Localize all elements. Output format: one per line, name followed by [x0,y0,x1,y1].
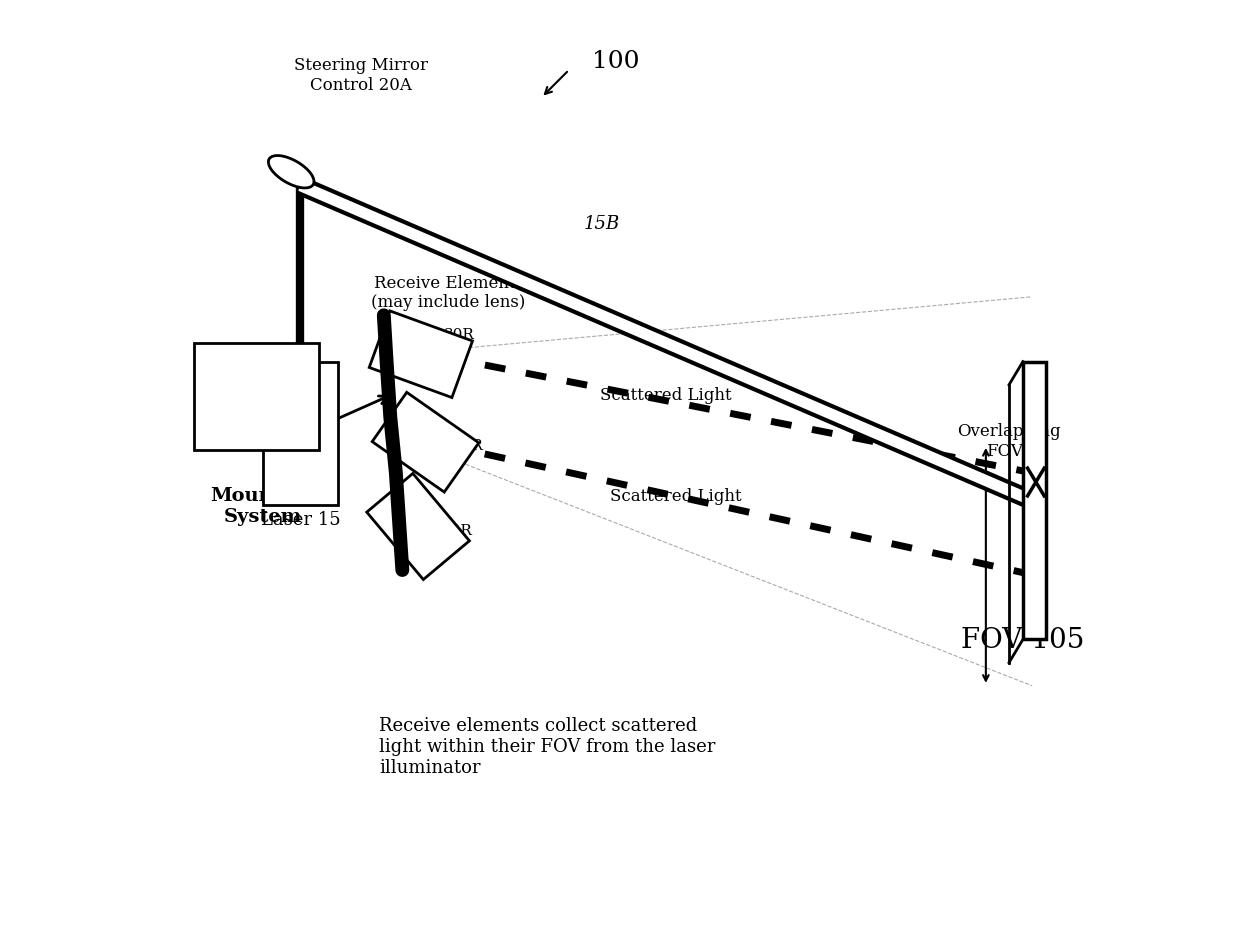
Ellipse shape [268,156,314,188]
Text: Steering Mirror
Control 20A: Steering Mirror Control 20A [294,58,428,94]
Text: 100: 100 [593,50,640,73]
Text: Laser 15: Laser 15 [260,510,340,529]
FancyBboxPatch shape [1023,362,1047,639]
Text: 30R: 30R [443,523,472,537]
Text: 15B: 15B [583,214,620,232]
Text: Receive Elements
(may include lens): Receive Elements (may include lens) [372,275,526,311]
Polygon shape [372,393,479,493]
Text: Scattered Light: Scattered Light [610,488,742,505]
Text: 30R: 30R [454,439,484,453]
Text: FOV 105: FOV 105 [961,626,1085,653]
FancyBboxPatch shape [263,362,337,506]
Text: Scattered Light: Scattered Light [600,386,732,403]
Text: Receive elements collect scattered
light within their FOV from the laser
illumin: Receive elements collect scattered light… [379,716,715,776]
Text: Mounting
System: Mounting System [210,486,317,525]
Polygon shape [367,474,470,580]
Text: 30R: 30R [444,328,475,342]
Polygon shape [370,312,472,398]
Text: Overlapping
FOVs: Overlapping FOVs [957,423,1061,459]
FancyBboxPatch shape [193,343,319,450]
Text: Ladar
Controller: Ladar Controller [213,380,299,416]
